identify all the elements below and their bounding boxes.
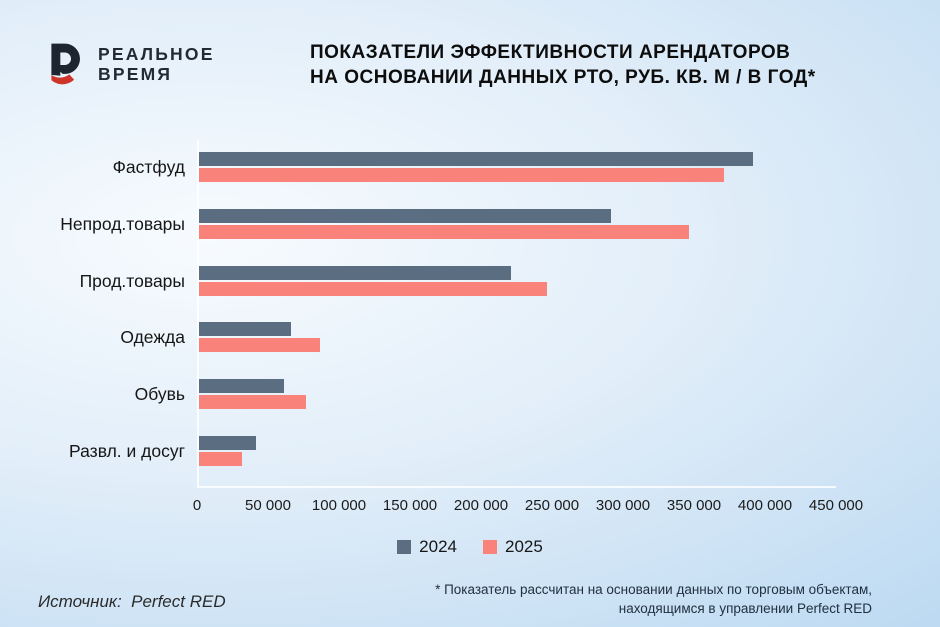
bar-group: [199, 379, 306, 410]
legend-swatch-2025: [483, 540, 497, 554]
logo-text: РЕАЛЬНОЕ ВРЕМЯ: [98, 44, 215, 84]
chart-title: ПОКАЗАТЕЛИ ЭФФЕКТИВНОСТИ АРЕНДАТОРОВ НА …: [310, 41, 870, 90]
legend-swatch-2024: [397, 540, 412, 554]
x-axis: 0 50 000 100 000 150 000 200 000 250 000 300 0…: [193, 497, 863, 517]
bar-group: [199, 436, 256, 466]
legend-item-2025: 2025: [483, 537, 543, 557]
x-tick-label: 0: [192, 497, 202, 514]
x-tick-label: 400 000: [737, 497, 793, 514]
chart-title-line2: НА ОСНОВАНИИ ДАННЫХ РТО, РУБ. КВ. М / В …: [310, 66, 816, 88]
logo-text-line1: РЕАЛЬНОЕ: [98, 44, 215, 64]
bar-2025: [199, 452, 242, 466]
x-tick-label: 100 000: [311, 497, 367, 514]
category-label: Прод.товары: [79, 270, 185, 291]
category-label: Развл. и досуг: [69, 441, 185, 461]
x-tick-label: 300 000: [595, 497, 651, 514]
category-label: Обувь: [134, 384, 185, 405]
legend-item-2024: 2024: [397, 537, 457, 557]
bar-2025: [199, 168, 725, 182]
x-tick-label: 350 000: [666, 497, 722, 514]
legend-label-2024: 2024: [419, 537, 457, 556]
x-tick-label: 250 000: [524, 497, 580, 514]
legend-label-2025: 2025: [505, 537, 543, 556]
legend: 2024 2025: [0, 537, 940, 557]
source-credit: Источник: Perfect RED: [38, 592, 226, 611]
footnote-line1: * Показатель рассчитан на основании данн…: [435, 582, 872, 597]
bar-2025: [199, 224, 689, 239]
bar-2025: [199, 281, 547, 296]
chart-title-line1: ПОКАЗАТЕЛИ ЭФФЕКТИВНОСТИ АРЕНДАТОРОВ: [310, 42, 791, 63]
bar-group: [199, 208, 689, 239]
logo: РЕАЛЬНОЕ ВРЕМЯ: [38, 40, 215, 90]
bar-2025: [199, 395, 306, 410]
logo-mark-icon: [51, 43, 80, 85]
category-label: Непрод.товары: [60, 213, 185, 234]
x-tick-label: 50 000: [245, 497, 291, 514]
bar-2024: [199, 379, 285, 394]
footnote: * Показатель рассчитан на основании данн…: [435, 580, 872, 618]
x-tick-label: 450 000: [808, 497, 864, 514]
logo-text-line2: ВРЕМЯ: [98, 64, 173, 84]
category-label: Одежда: [120, 327, 185, 348]
x-tick-label: 150 000: [382, 497, 438, 514]
bar-group: [199, 152, 753, 182]
footnote-line2: находящимся в управлении Perfect RED: [618, 601, 872, 616]
bar-group: [199, 265, 547, 296]
bar-2024: [199, 152, 753, 166]
bar-2025: [199, 338, 320, 353]
bar-2024: [199, 265, 512, 280]
bar-group: [199, 322, 320, 353]
category-label: Фастфуд: [112, 157, 185, 177]
x-tick-label: 200 000: [453, 497, 509, 514]
plot-area: [197, 140, 836, 488]
bar-2024: [199, 322, 292, 337]
bar-2024: [199, 208, 611, 223]
bar-2024: [199, 436, 256, 450]
